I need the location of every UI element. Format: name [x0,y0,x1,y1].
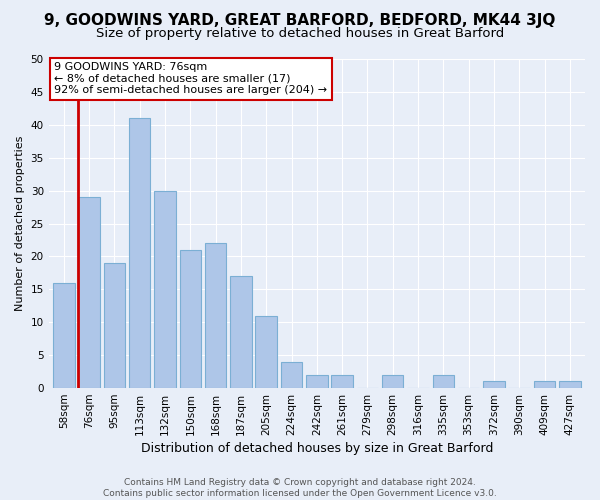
Bar [559,382,581,388]
Bar [382,375,403,388]
X-axis label: Distribution of detached houses by size in Great Barford: Distribution of detached houses by size … [140,442,493,455]
Text: 9, GOODWINS YARD, GREAT BARFORD, BEDFORD, MK44 3JQ: 9, GOODWINS YARD, GREAT BARFORD, BEDFORD… [44,12,556,28]
Bar [534,382,555,388]
Bar [433,375,454,388]
Y-axis label: Number of detached properties: Number of detached properties [15,136,25,311]
Bar [205,244,226,388]
Bar [154,190,176,388]
Text: Size of property relative to detached houses in Great Barford: Size of property relative to detached ho… [96,28,504,40]
Bar [53,283,74,388]
Bar [331,375,353,388]
Bar [230,276,251,388]
Bar [104,263,125,388]
Text: Contains HM Land Registry data © Crown copyright and database right 2024.
Contai: Contains HM Land Registry data © Crown c… [103,478,497,498]
Bar [129,118,151,388]
Bar [179,250,201,388]
Bar [483,382,505,388]
Bar [79,197,100,388]
Text: 9 GOODWINS YARD: 76sqm
← 8% of detached houses are smaller (17)
92% of semi-deta: 9 GOODWINS YARD: 76sqm ← 8% of detached … [54,62,327,96]
Bar [256,316,277,388]
Bar [306,375,328,388]
Bar [281,362,302,388]
